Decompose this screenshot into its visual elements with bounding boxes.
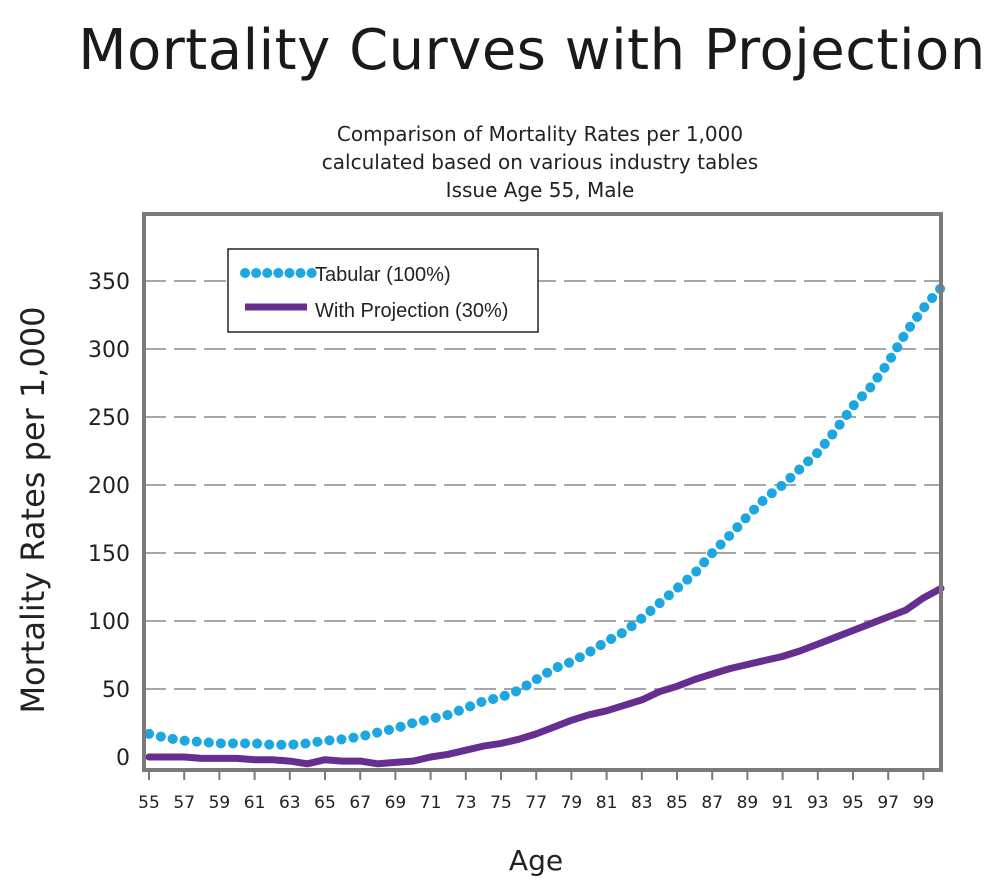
y-tick-label-0: 0 [116,746,130,771]
subtitle-line-2: calculated based on various industry tab… [321,150,759,174]
x-axis-ticks: 55 57 59 61 63 65 67 69 71 73 75 77 79 81 83 85 87 89 91 93… [138,770,934,813]
x-tick-label-55: 55 [138,793,160,813]
legend: Tabular (100%) With Projection (30%) [227,248,539,333]
x-tick-label-93: 93 [807,793,829,813]
x-tick-label-79: 79 [561,793,583,813]
x-axis-label: Age [509,844,563,877]
x-tick-label-87: 87 [701,793,723,813]
x-tick-label-83: 83 [631,793,653,813]
y-axis-ticks: 0 50 100 150 200 250 300 350 [88,270,130,771]
x-tick-label-59: 59 [209,793,231,813]
x-tick-label-71: 71 [420,793,442,813]
x-tick-label-73: 73 [455,793,477,813]
subtitle-line-1: Comparison of Mortality Rates per 1,000 [336,122,744,146]
x-tick-label-97: 97 [877,793,899,813]
x-tick-label-65: 65 [314,793,336,813]
x-tick-label-91: 91 [772,793,794,813]
series-layer [144,282,946,768]
legend-box [227,248,539,333]
subtitle-line-3: Issue Age 55, Male [445,178,635,202]
legend-label-tabular: Tabular (100%) [315,264,451,286]
series-line-projection [145,584,945,768]
chart-title: Mortality Curves with Projection [78,18,986,83]
x-tick-label-85: 85 [666,793,688,813]
x-tick-label-61: 61 [244,793,266,813]
y-axis-label: Mortality Rates per 1,000 [14,306,52,713]
y-tick-label-50: 50 [102,678,130,703]
x-tick-label-75: 75 [490,793,512,813]
grid-lines [144,280,941,690]
y-tick-label-200: 200 [88,474,130,499]
x-tick-label-57: 57 [173,793,195,813]
y-tick-label-300: 300 [88,338,130,363]
x-tick-label-81: 81 [596,793,618,813]
y-tick-label-350: 350 [88,270,130,295]
chart-subtitle: Comparison of Mortality Rates per 1,000 … [300,120,780,204]
y-tick-label-250: 250 [88,406,130,431]
x-tick-label-99: 99 [913,793,935,813]
series-line-tabular [144,282,946,750]
x-tick-label-67: 67 [349,793,371,813]
legend-label-projection: With Projection (30%) [315,300,508,322]
x-tick-label-69: 69 [385,793,407,813]
plot-frame [142,212,943,772]
x-tick-label-89: 89 [737,793,759,813]
x-tick-label-95: 95 [842,793,864,813]
y-tick-label-100: 100 [88,610,130,635]
x-tick-label-63: 63 [279,793,301,813]
y-tick-label-150: 150 [88,542,130,567]
x-tick-label-77: 77 [525,793,547,813]
